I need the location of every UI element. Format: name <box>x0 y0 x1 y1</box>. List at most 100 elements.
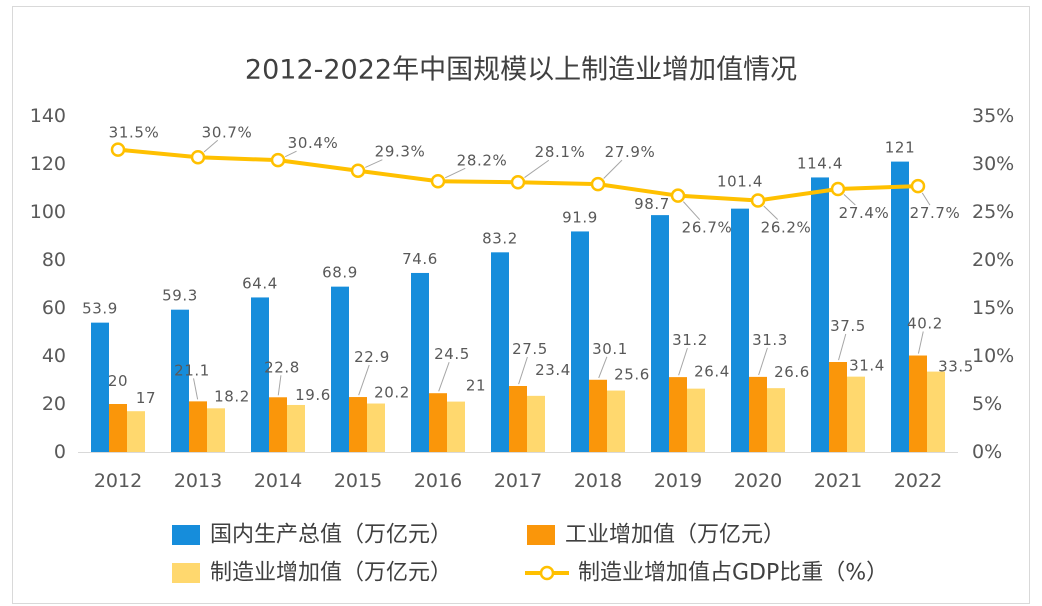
x-tick-label: 2013 <box>174 470 222 492</box>
leader-share-2014 <box>284 150 297 158</box>
bar-industry-2014 <box>269 397 287 452</box>
marker-share-2012 <box>110 142 126 157</box>
label-manufacturing-2013: 18.2 <box>214 387 250 405</box>
label-gdp-2018: 91.9 <box>562 208 598 226</box>
y-left-tick-label: 120 <box>30 153 66 175</box>
leader-industry-2016 <box>438 362 450 392</box>
legend-label-share: 制造业增加值占GDP比重（%） <box>578 561 888 586</box>
bar-manufacturing-2015 <box>367 403 385 452</box>
label-industry-2014: 22.8 <box>264 358 300 376</box>
label-manufacturing-2014: 19.6 <box>295 386 331 404</box>
label-gdp-2014: 64.4 <box>242 274 278 292</box>
bar-industry-2013 <box>189 401 207 452</box>
label-gdp-2020: 101.4 <box>717 173 763 191</box>
bar-manufacturing-2014 <box>287 404 305 452</box>
x-axis: 2012 2013 2014 2015 2016 2017 2018 2019 2020 2021… <box>78 452 958 492</box>
label-share-2022: 27.7% <box>910 204 961 222</box>
bar-industry-2012 <box>109 404 127 452</box>
legend-item-manufacturing: 制造业增加值（万亿元） <box>172 561 452 586</box>
bar-gdp-2022 <box>891 161 909 452</box>
label-share-2018: 27.9% <box>605 143 656 161</box>
label-share-2021: 27.4% <box>839 204 890 222</box>
label-share-2016: 28.2% <box>457 151 508 169</box>
label-industry-2019: 31.2 <box>672 331 708 349</box>
bar-gdp-2021 <box>811 177 829 452</box>
bar-industry-2016 <box>429 393 447 452</box>
leader-industry-2018 <box>598 356 608 379</box>
y-right-tick-label: 35% <box>972 105 1014 127</box>
bar-manufacturing-2020 <box>767 388 785 452</box>
data-labels: 53.9 59.3 64.4 68.9 74.6 83.2 91.9 98.7 101.4 114… <box>82 123 973 407</box>
label-share-2019: 26.7% <box>682 219 733 237</box>
bar-manufacturing-2017 <box>527 395 545 452</box>
leader-share-2016 <box>445 167 466 179</box>
leader-industry-2020 <box>758 347 768 376</box>
leader-industry-2019 <box>678 347 688 376</box>
label-share-2012: 31.5% <box>109 124 160 142</box>
label-manufacturing-2017: 23.4 <box>535 361 571 379</box>
label-manufacturing-2016: 21 <box>466 377 486 395</box>
marker-share-2020 <box>750 193 766 208</box>
label-industry-2022: 40.2 <box>907 315 943 333</box>
y-left-tick-label: 80 <box>42 249 66 271</box>
x-tick-label: 2019 <box>654 470 702 492</box>
bar-manufacturing-2016 <box>447 401 465 452</box>
bar-gdp-2013 <box>171 309 189 452</box>
x-tick-label: 2012 <box>94 470 142 492</box>
y-right-tick-label: 30% <box>972 153 1014 175</box>
label-share-2013: 30.7% <box>202 123 253 141</box>
bar-industry-2018 <box>589 379 607 452</box>
bar-manufacturing-2013 <box>207 408 225 452</box>
bar-industry-2020 <box>749 376 767 452</box>
legend-swatch-industry <box>527 525 555 545</box>
bar-industry-2021 <box>829 362 847 452</box>
label-gdp-2022: 121 <box>885 139 915 157</box>
label-industry-2013: 21.1 <box>174 361 210 379</box>
leader-share-2021 <box>843 194 856 206</box>
bar-manufacturing-2019 <box>687 388 705 452</box>
y-axis-left: 0 20 40 60 80 100 120 140 <box>30 105 66 463</box>
legend-label-manufacturing: 制造业增加值（万亿元） <box>210 561 452 586</box>
leader-industry-2013 <box>193 378 199 400</box>
leader-share-2015 <box>365 159 383 168</box>
marker-share-2013 <box>190 150 206 165</box>
bar-gdp-2014 <box>251 297 269 452</box>
legend-item-share: 制造业增加值占GDP比重（%） <box>525 561 888 586</box>
x-tick-label: 2022 <box>894 470 942 492</box>
y-left-tick-label: 140 <box>30 105 66 127</box>
line-series <box>110 142 926 208</box>
y-left-tick-label: 60 <box>42 297 66 319</box>
bar-industry-2017 <box>509 386 527 452</box>
leader-share-2018 <box>603 159 623 179</box>
marker-share-2015 <box>350 163 366 178</box>
label-manufacturing-2012: 17 <box>136 389 156 407</box>
label-gdp-2015: 68.9 <box>322 264 358 282</box>
label-industry-2017: 27.5 <box>512 340 548 358</box>
marker-share-2014 <box>270 152 286 168</box>
label-industry-2012: 20 <box>108 372 128 390</box>
leader-share-2020 <box>763 205 779 220</box>
bar-gdp-2017 <box>491 252 509 452</box>
bar-gdp-2015 <box>331 286 349 452</box>
label-manufacturing-2019: 26.4 <box>694 363 730 381</box>
bar-gdp-2016 <box>411 272 429 452</box>
marker-share-2016 <box>430 174 446 189</box>
bar-manufacturing-2012 <box>127 411 145 452</box>
legend-item-industry: 工业增加值（万亿元） <box>527 523 785 548</box>
bar-gdp-2020 <box>731 208 749 452</box>
y-left-tick-label: 20 <box>42 393 66 415</box>
label-manufacturing-2015: 20.2 <box>374 384 410 402</box>
x-tick-label: 2017 <box>494 470 542 492</box>
legend-swatch-share-marker <box>539 565 555 581</box>
leader-share-2017 <box>524 159 550 178</box>
x-tick-label: 2020 <box>734 470 782 492</box>
legend-swatch-gdp <box>172 525 200 545</box>
y-right-tick-label: 5% <box>972 393 1002 415</box>
x-tick-label: 2016 <box>414 470 462 492</box>
leader-share-2013 <box>203 139 219 153</box>
bar-gdp-2018 <box>571 231 589 452</box>
y-left-tick-label: 100 <box>30 201 66 223</box>
marker-share-2021 <box>830 181 846 197</box>
bar-series <box>91 161 945 452</box>
y-right-tick-label: 15% <box>972 297 1014 319</box>
